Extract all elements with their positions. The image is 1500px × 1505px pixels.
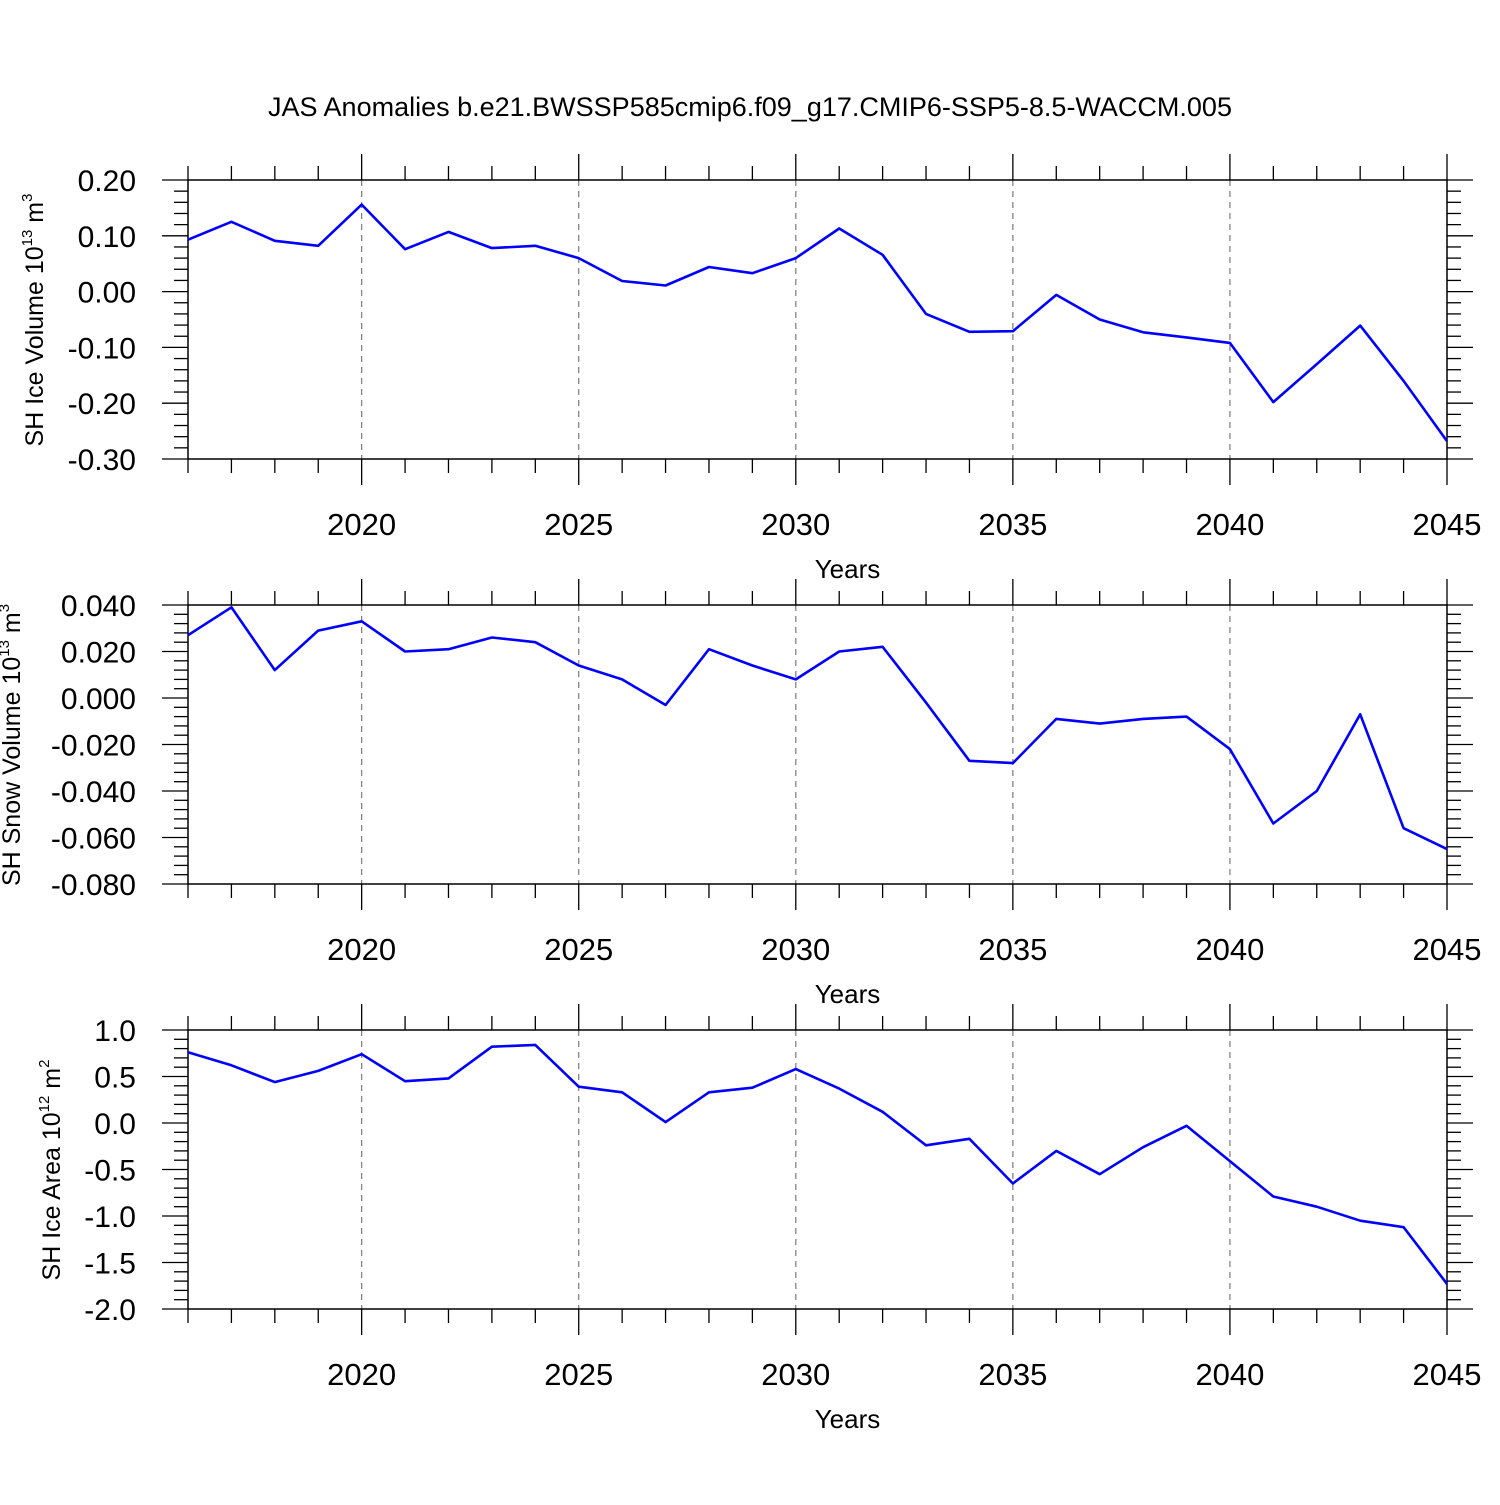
y-tick-label: -1.0 xyxy=(84,1201,136,1234)
x-axis-label: Years xyxy=(815,1404,881,1434)
y-tick-label: -1.5 xyxy=(84,1248,136,1281)
x-tick-label: 2040 xyxy=(1195,507,1264,542)
x-tick-label: 2030 xyxy=(761,1357,830,1392)
chart-panels: 0.20 0.10 0.00 -0.10 -0.20 -0.30 2020 2025 2030 2… xyxy=(0,154,1481,1434)
chart-title: JAS Anomalies b.e21.BWSSP585cmip6.f09_g1… xyxy=(268,92,1232,122)
x-tick-label: 2035 xyxy=(978,507,1047,542)
y-tick-label: -0.20 xyxy=(68,388,136,421)
y-tick-label: 0.000 xyxy=(61,683,136,716)
data-series-line xyxy=(187,203,1449,442)
y-tick-label: 0.020 xyxy=(61,637,136,670)
y-tick-label: -0.060 xyxy=(51,823,136,856)
x-tick-label: 2030 xyxy=(761,932,830,967)
x-tick-label: 2040 xyxy=(1195,932,1264,967)
x-tick-label: 2020 xyxy=(327,507,396,542)
data-series-line xyxy=(187,1043,1449,1285)
x-tick-label: 2040 xyxy=(1195,1357,1264,1392)
y-tick-label: -0.10 xyxy=(68,332,136,365)
y-tick-label: 0.10 xyxy=(78,221,136,254)
y-tick-label: -0.30 xyxy=(68,444,136,477)
y-tick-label: 1.0 xyxy=(94,1015,136,1048)
x-tick-label: 2045 xyxy=(1413,1357,1482,1392)
y-axis-label: SH Ice Volume 1013 m3 xyxy=(19,194,49,447)
x-tick-label: 2035 xyxy=(978,932,1047,967)
chart-panel-2: 0.040 0.020 0.000 -0.020 -0.040 -0.060 -0.080 2… xyxy=(0,579,1481,1009)
x-tick-label: 2025 xyxy=(544,507,613,542)
y-tick-label: -0.020 xyxy=(51,730,136,763)
y-tick-label: 0.0 xyxy=(94,1108,136,1141)
plot-frame xyxy=(187,1029,1448,1310)
x-tick-label: 2025 xyxy=(544,1357,613,1392)
y-tick-label: -2.0 xyxy=(84,1294,136,1327)
y-axis-label: SH Snow Volume 1013 m3 xyxy=(0,604,26,886)
plot-frame xyxy=(187,179,1448,460)
y-tick-label: -0.080 xyxy=(51,869,136,902)
chart-panel-3: 1.0 0.5 0.0 -0.5 -1.0 -1.5 -2.0 2020 2025 2030 203… xyxy=(36,1004,1481,1434)
x-tick-label: 2045 xyxy=(1413,507,1482,542)
data-series-line xyxy=(187,605,1448,851)
x-tick-label: 2020 xyxy=(327,932,396,967)
x-tick-label: 2025 xyxy=(544,932,613,967)
chart-panel-1: 0.20 0.10 0.00 -0.10 -0.20 -0.30 2020 2025 2030 2… xyxy=(19,154,1481,584)
y-tick-label: 0.20 xyxy=(78,165,136,198)
x-tick-label: 2045 xyxy=(1413,932,1482,967)
y-tick-label: 0.5 xyxy=(94,1062,136,1095)
x-tick-label: 2035 xyxy=(978,1357,1047,1392)
y-tick-label: 0.00 xyxy=(78,277,136,310)
x-tick-label: 2030 xyxy=(761,507,830,542)
x-tick-label: 2020 xyxy=(327,1357,396,1392)
y-tick-label: 0.040 xyxy=(61,590,136,623)
x-axis-label: Years xyxy=(815,554,881,584)
y-axis-label: SH Ice Area 1012 m2 xyxy=(36,1060,66,1281)
y-tick-label: -0.040 xyxy=(51,776,136,809)
x-axis-label: Years xyxy=(815,979,881,1009)
plot-frame xyxy=(187,604,1448,885)
y-tick-label: -0.5 xyxy=(84,1155,136,1188)
